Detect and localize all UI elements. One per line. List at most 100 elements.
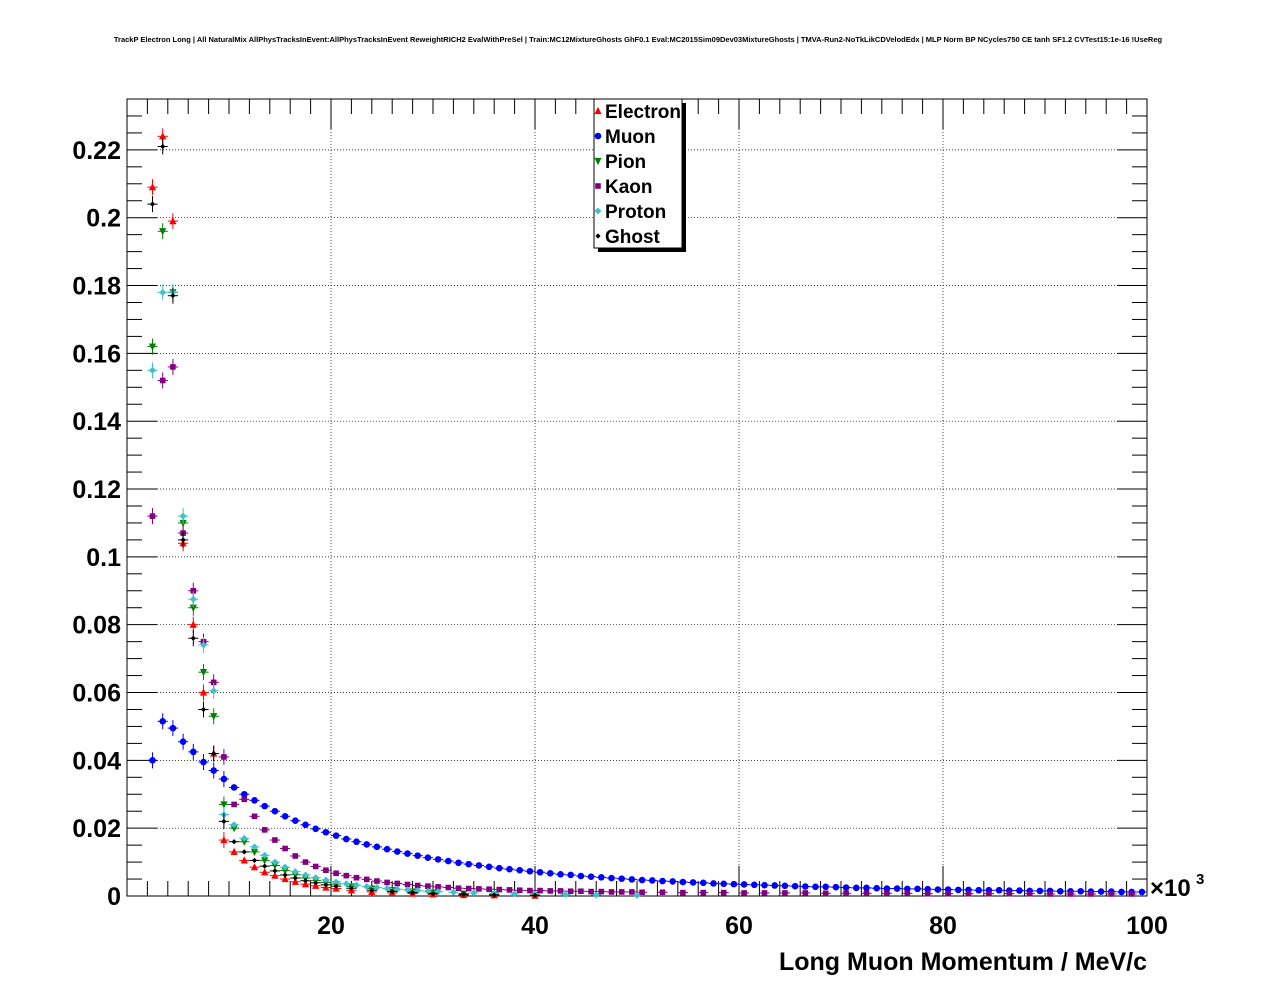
data-point: [914, 885, 921, 893]
data-point: [210, 713, 218, 721]
data-point: [537, 887, 543, 894]
data-point: [180, 537, 186, 543]
data-point: [230, 784, 238, 791]
data-point: [149, 201, 156, 207]
data-point: [148, 183, 157, 191]
data-points: [147, 128, 1147, 900]
data-point: [410, 890, 416, 896]
data-point: [220, 801, 228, 809]
data-point: [465, 885, 472, 892]
data-point: [159, 288, 167, 296]
data-point: [342, 880, 350, 888]
data-point: [240, 856, 248, 864]
legend-label-kaon: Kaon: [605, 177, 653, 198]
data-point: [986, 890, 992, 897]
data-point: [221, 754, 227, 760]
legend-marker-electron: [594, 106, 602, 115]
data-point: [230, 825, 238, 833]
data-point: [404, 850, 411, 857]
data-point: [476, 886, 482, 892]
data-point: [149, 513, 156, 519]
data-point: [373, 843, 381, 851]
data-point: [424, 854, 432, 861]
data-point: [384, 879, 390, 886]
data-point: [179, 738, 187, 745]
data-point: [547, 888, 554, 894]
data-point: [455, 859, 462, 867]
data-point: [527, 887, 533, 894]
data-point: [301, 880, 310, 888]
data-point: [526, 867, 534, 875]
data-point: [689, 879, 697, 886]
data-point: [995, 886, 1003, 894]
data-point: [945, 890, 951, 897]
data-point: [449, 888, 457, 896]
data-point: [791, 882, 799, 890]
data-point: [424, 887, 432, 895]
data-point: [241, 796, 248, 803]
data-point: [159, 377, 166, 384]
data-point: [170, 293, 176, 299]
data-point: [638, 876, 646, 884]
legend-box: [593, 98, 683, 249]
data-point: [363, 876, 370, 883]
data-point: [220, 775, 228, 783]
data-point: [282, 845, 288, 852]
x-axis-exponent: ×10 3: [1150, 871, 1204, 902]
data-point: [975, 886, 982, 894]
data-point: [1006, 890, 1013, 897]
data-point: [486, 886, 492, 893]
data-point: [291, 868, 299, 876]
data-point: [506, 887, 513, 893]
data-point: [159, 718, 166, 725]
data-point: [169, 724, 177, 732]
data-point: [588, 888, 594, 895]
data-point: [883, 885, 891, 892]
data-point: [592, 891, 600, 899]
x-tick-label: 100: [1126, 912, 1168, 940]
data-point: [1047, 891, 1053, 897]
data-point: [312, 874, 320, 882]
data-point: [250, 863, 259, 871]
y-tick-label: 0.08: [72, 612, 121, 640]
data-point: [516, 866, 523, 874]
data-point: [159, 132, 167, 140]
y-tick-label: 0.18: [72, 273, 121, 301]
data-point: [639, 889, 645, 896]
data-point: [169, 216, 177, 225]
data-point: [272, 868, 278, 874]
data-point: [751, 881, 758, 889]
data-point: [241, 849, 247, 855]
data-point: [240, 834, 248, 842]
data-point: [363, 883, 371, 891]
data-point: [210, 679, 217, 686]
y-tick-label: 0.02: [72, 815, 121, 843]
data-point: [434, 856, 442, 863]
data-point: [261, 827, 268, 833]
legend-marker-kaon: [595, 183, 601, 189]
data-point: [822, 883, 829, 891]
data-point: [598, 888, 605, 895]
data-point: [148, 343, 157, 351]
data-point: [1016, 887, 1023, 894]
data-point: [190, 587, 197, 594]
data-point: [189, 604, 197, 612]
legend-label-proton: Proton: [605, 202, 666, 223]
data-point: [608, 889, 615, 895]
data-point: [700, 879, 707, 887]
data-point: [353, 838, 360, 846]
y-axis-tick-labels: 0 0.02 0.04 0.06 0.08 0.1 0.12 0.14 0.16 0.18 0.2 0…: [72, 137, 121, 911]
data-point: [231, 839, 237, 845]
data-point: [812, 883, 819, 891]
data-point: [802, 883, 809, 890]
data-point: [720, 889, 727, 896]
data-point: [659, 889, 666, 896]
data-point: [461, 891, 467, 897]
data-point: [832, 883, 840, 891]
data-point: [1088, 891, 1094, 897]
data-point: [904, 890, 911, 897]
data-point: [292, 875, 298, 881]
y-tick-label: 0.1: [86, 544, 121, 572]
data-point: [567, 888, 574, 895]
